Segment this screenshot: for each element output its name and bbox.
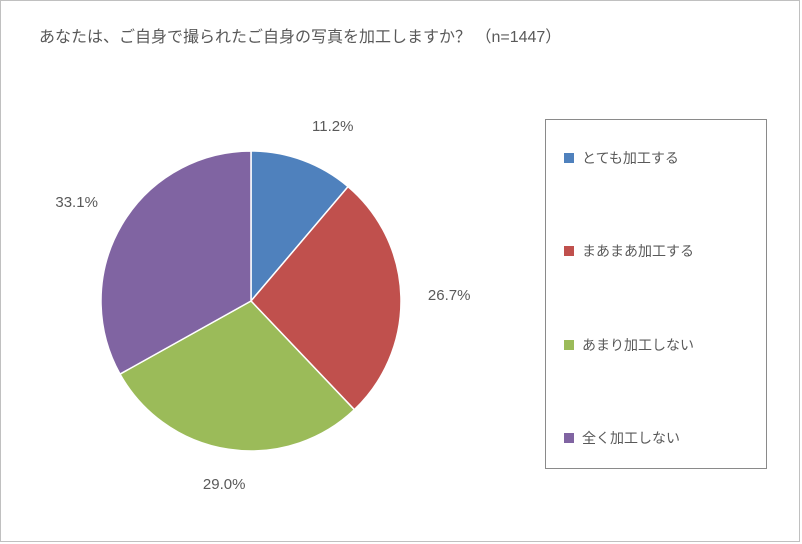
legend-label: とても加工する: [582, 148, 679, 168]
legend-swatch: [564, 433, 574, 443]
legend-label: あまり加工しない: [582, 335, 694, 355]
slice-value-label: 26.7%: [428, 287, 471, 304]
legend-item: まあまあ加工する: [564, 241, 748, 261]
legend-item: あまり加工しない: [564, 335, 748, 355]
chart-title: あなたは、ご自身で撮られたご自身の写真を加工しますか？ （n=1447）: [39, 23, 561, 47]
legend-item: とても加工する: [564, 148, 748, 168]
pie-chart-svg: [71, 121, 431, 481]
slice-value-label: 29.0%: [203, 476, 246, 493]
legend-swatch: [564, 246, 574, 256]
legend-box: とても加工するまあまあ加工するあまり加工しない全く加工しない: [545, 119, 767, 469]
legend-label: 全く加工しない: [582, 428, 680, 448]
legend-item: 全く加工しない: [564, 428, 748, 448]
slice-value-label: 33.1%: [55, 194, 98, 211]
legend-swatch: [564, 340, 574, 350]
legend-swatch: [564, 153, 574, 163]
chart-frame: あなたは、ご自身で撮られたご自身の写真を加工しますか？ （n=1447） 11.…: [0, 0, 800, 542]
pie-chart-area: 11.2%26.7%29.0%33.1%: [71, 121, 431, 481]
legend-label: まあまあ加工する: [582, 241, 694, 261]
slice-value-label: 11.2%: [312, 118, 353, 135]
